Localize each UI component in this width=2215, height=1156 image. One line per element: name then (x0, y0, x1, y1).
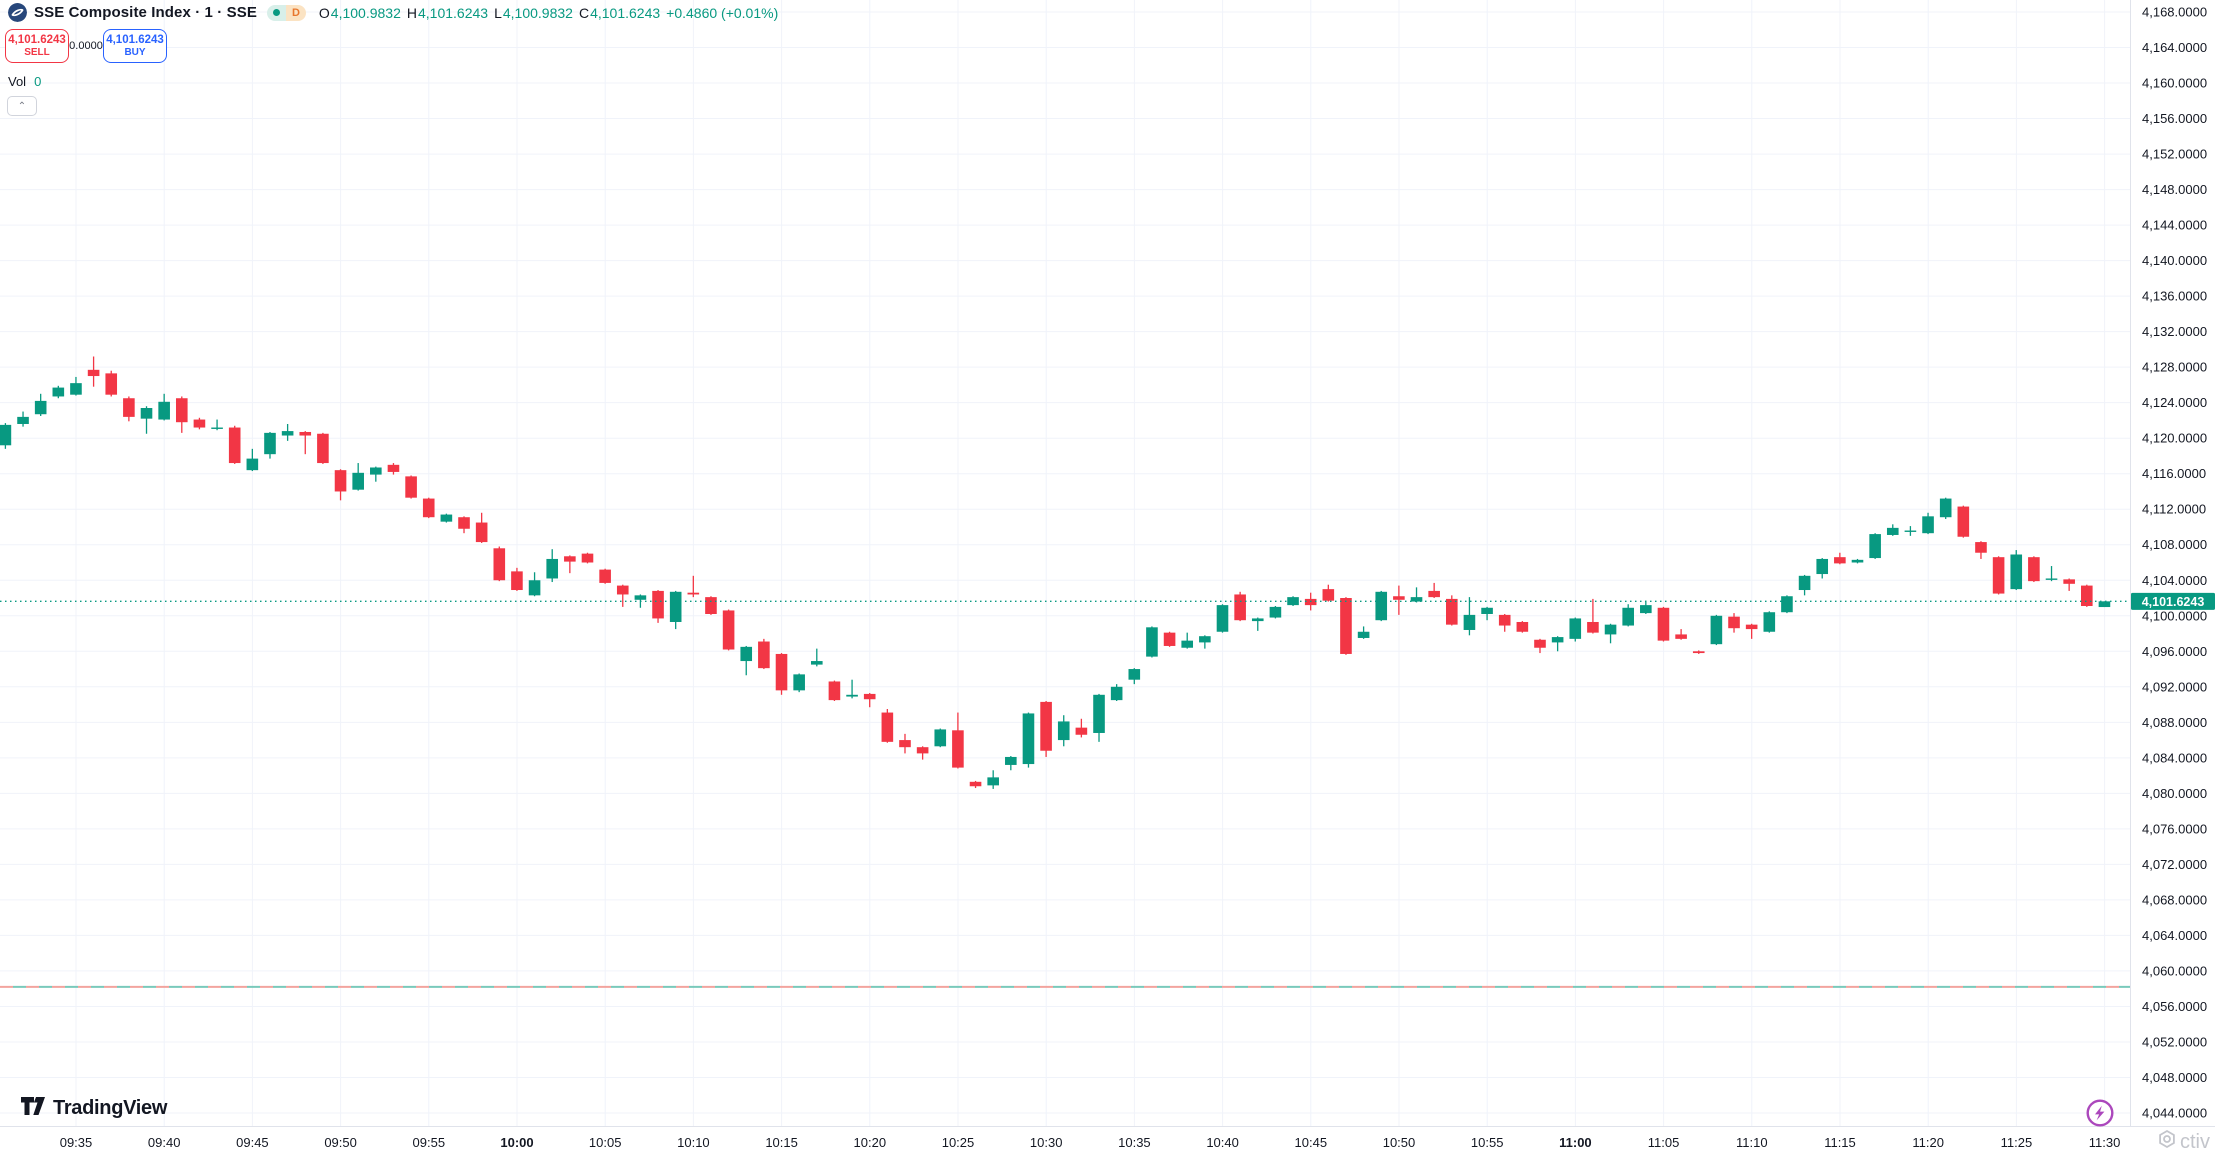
svg-text:09:50: 09:50 (324, 1135, 357, 1150)
svg-text:4,112.0000: 4,112.0000 (2142, 502, 2206, 517)
legend-close: C4,101.6243 (578, 4, 661, 21)
svg-text:4,124.0000: 4,124.0000 (2142, 395, 2207, 410)
svg-text:09:55: 09:55 (413, 1135, 446, 1150)
svg-text:10:05: 10:05 (589, 1135, 622, 1150)
svg-text:4,096.0000: 4,096.0000 (2142, 644, 2207, 659)
svg-text:11:25: 11:25 (2001, 1135, 2033, 1150)
symbol-title[interactable]: SSE Composite Index · 1 · SSE (34, 4, 257, 21)
tradingview-mark-icon (20, 1096, 46, 1121)
buy-label: BUY (124, 46, 146, 58)
sell-label: SELL (24, 46, 50, 58)
svg-text:4,132.0000: 4,132.0000 (2142, 324, 2207, 339)
legend-open: O4,100.9832 (318, 4, 401, 21)
svg-text:4,056.0000: 4,056.0000 (2142, 999, 2207, 1014)
svg-text:4,160.0000: 4,160.0000 (2142, 76, 2207, 91)
svg-text:4,120.0000: 4,120.0000 (2142, 431, 2207, 446)
svg-text:4,156.0000: 4,156.0000 (2142, 111, 2207, 126)
svg-text:4,144.0000: 4,144.0000 (2142, 218, 2207, 233)
market-status-badge[interactable]: D (266, 4, 306, 21)
svg-text:10:45: 10:45 (1295, 1135, 1328, 1150)
time-axis[interactable] (0, 1126, 2215, 1154)
svg-text:4,108.0000: 4,108.0000 (2142, 537, 2207, 552)
svg-text:10:00: 10:00 (500, 1135, 533, 1150)
svg-text:4,052.0000: 4,052.0000 (2142, 1034, 2207, 1049)
svg-text:4,164.0000: 4,164.0000 (2142, 40, 2207, 55)
ohlc-legend: O4,100.9832 H4,101.6243 L4,100.9832 C4,1… (319, 5, 778, 21)
svg-text:4,044.0000: 4,044.0000 (2142, 1105, 2207, 1120)
svg-text:4,092.0000: 4,092.0000 (2142, 679, 2207, 694)
trade-panel: 4,101.6243 SELL 0.0000 4,101.6243 BUY (5, 29, 167, 63)
svg-text:10:20: 10:20 (854, 1135, 887, 1150)
svg-text:10:50: 10:50 (1383, 1135, 1416, 1150)
svg-text:09:40: 09:40 (148, 1135, 181, 1150)
svg-text:11:20: 11:20 (1912, 1135, 1944, 1150)
volume-indicator-row: Vol 0 (8, 74, 41, 89)
svg-text:10:55: 10:55 (1471, 1135, 1504, 1150)
gear-icon (2156, 1128, 2178, 1156)
svg-text:4,048.0000: 4,048.0000 (2142, 1070, 2207, 1085)
svg-text:11:15: 11:15 (1824, 1135, 1856, 1150)
buy-price: 4,101.6243 (106, 34, 164, 47)
sell-price: 4,101.6243 (8, 34, 66, 47)
market-open-segment (266, 4, 286, 21)
svg-text:10:30: 10:30 (1030, 1135, 1063, 1150)
svg-text:4,072.0000: 4,072.0000 (2142, 857, 2207, 872)
svg-text:4,076.0000: 4,076.0000 (2142, 821, 2207, 836)
watermark-text: ctiv (2180, 1130, 2210, 1153)
legend-change: +0.4860 (+0.01%) (666, 4, 779, 21)
svg-text:4,068.0000: 4,068.0000 (2142, 892, 2207, 907)
tradingview-wordmark: TradingView (53, 1097, 168, 1119)
collapse-panel-button[interactable]: ⌃ (7, 96, 37, 116)
svg-text:4,060.0000: 4,060.0000 (2142, 963, 2207, 978)
svg-text:10:10: 10:10 (677, 1135, 710, 1150)
symbol-logo-icon[interactable] (8, 3, 27, 22)
svg-text:4,140.0000: 4,140.0000 (2142, 253, 2207, 268)
svg-text:11:05: 11:05 (1648, 1135, 1680, 1150)
svg-text:4,088.0000: 4,088.0000 (2142, 715, 2207, 730)
svg-text:09:45: 09:45 (236, 1135, 269, 1150)
svg-text:4,104.0000: 4,104.0000 (2142, 573, 2207, 588)
svg-text:4,080.0000: 4,080.0000 (2142, 786, 2207, 801)
svg-text:4,101.6243: 4,101.6243 (2142, 595, 2205, 609)
svg-text:11:30: 11:30 (2089, 1135, 2121, 1150)
svg-text:11:00: 11:00 (1559, 1135, 1592, 1150)
svg-text:10:35: 10:35 (1118, 1135, 1151, 1150)
svg-text:10:15: 10:15 (765, 1135, 798, 1150)
volume-value: 0 (34, 74, 42, 89)
market-open-dot-icon (272, 9, 280, 16)
svg-text:4,136.0000: 4,136.0000 (2142, 289, 2207, 304)
instant-order-bolt-icon[interactable] (2085, 1098, 2115, 1128)
buy-button[interactable]: 4,101.6243 BUY (103, 29, 167, 63)
svg-text:4,148.0000: 4,148.0000 (2142, 182, 2207, 197)
svg-text:4,100.0000: 4,100.0000 (2142, 608, 2207, 623)
spread-value: 0.0000 (69, 40, 103, 52)
svg-text:4,064.0000: 4,064.0000 (2142, 928, 2207, 943)
svg-text:10:40: 10:40 (1206, 1135, 1239, 1150)
volume-label[interactable]: Vol (8, 74, 27, 89)
svg-text:10:25: 10:25 (942, 1135, 975, 1150)
svg-text:4,168.0000: 4,168.0000 (2142, 5, 2207, 20)
activate-watermark: ctiv (2156, 1128, 2210, 1156)
svg-text:4,152.0000: 4,152.0000 (2142, 147, 2207, 162)
daily-interval-badge: D (285, 4, 306, 21)
svg-text:11:10: 11:10 (1736, 1135, 1768, 1150)
symbol-header: SSE Composite Index · 1 · SSE D O4,100.9… (8, 3, 778, 22)
sell-button[interactable]: 4,101.6243 SELL (5, 29, 69, 63)
price-axis[interactable] (2130, 0, 2215, 1126)
svg-text:09:35: 09:35 (60, 1135, 93, 1150)
svg-text:4,116.0000: 4,116.0000 (2142, 466, 2206, 481)
svg-text:4,084.0000: 4,084.0000 (2142, 750, 2207, 765)
chevron-up-icon: ⌃ (17, 100, 27, 112)
tradingview-logo[interactable]: TradingView (20, 1096, 167, 1121)
legend-high: H4,101.6243 (406, 4, 489, 21)
svg-text:4,128.0000: 4,128.0000 (2142, 360, 2207, 375)
legend-low: L4,100.9832 (494, 4, 573, 21)
